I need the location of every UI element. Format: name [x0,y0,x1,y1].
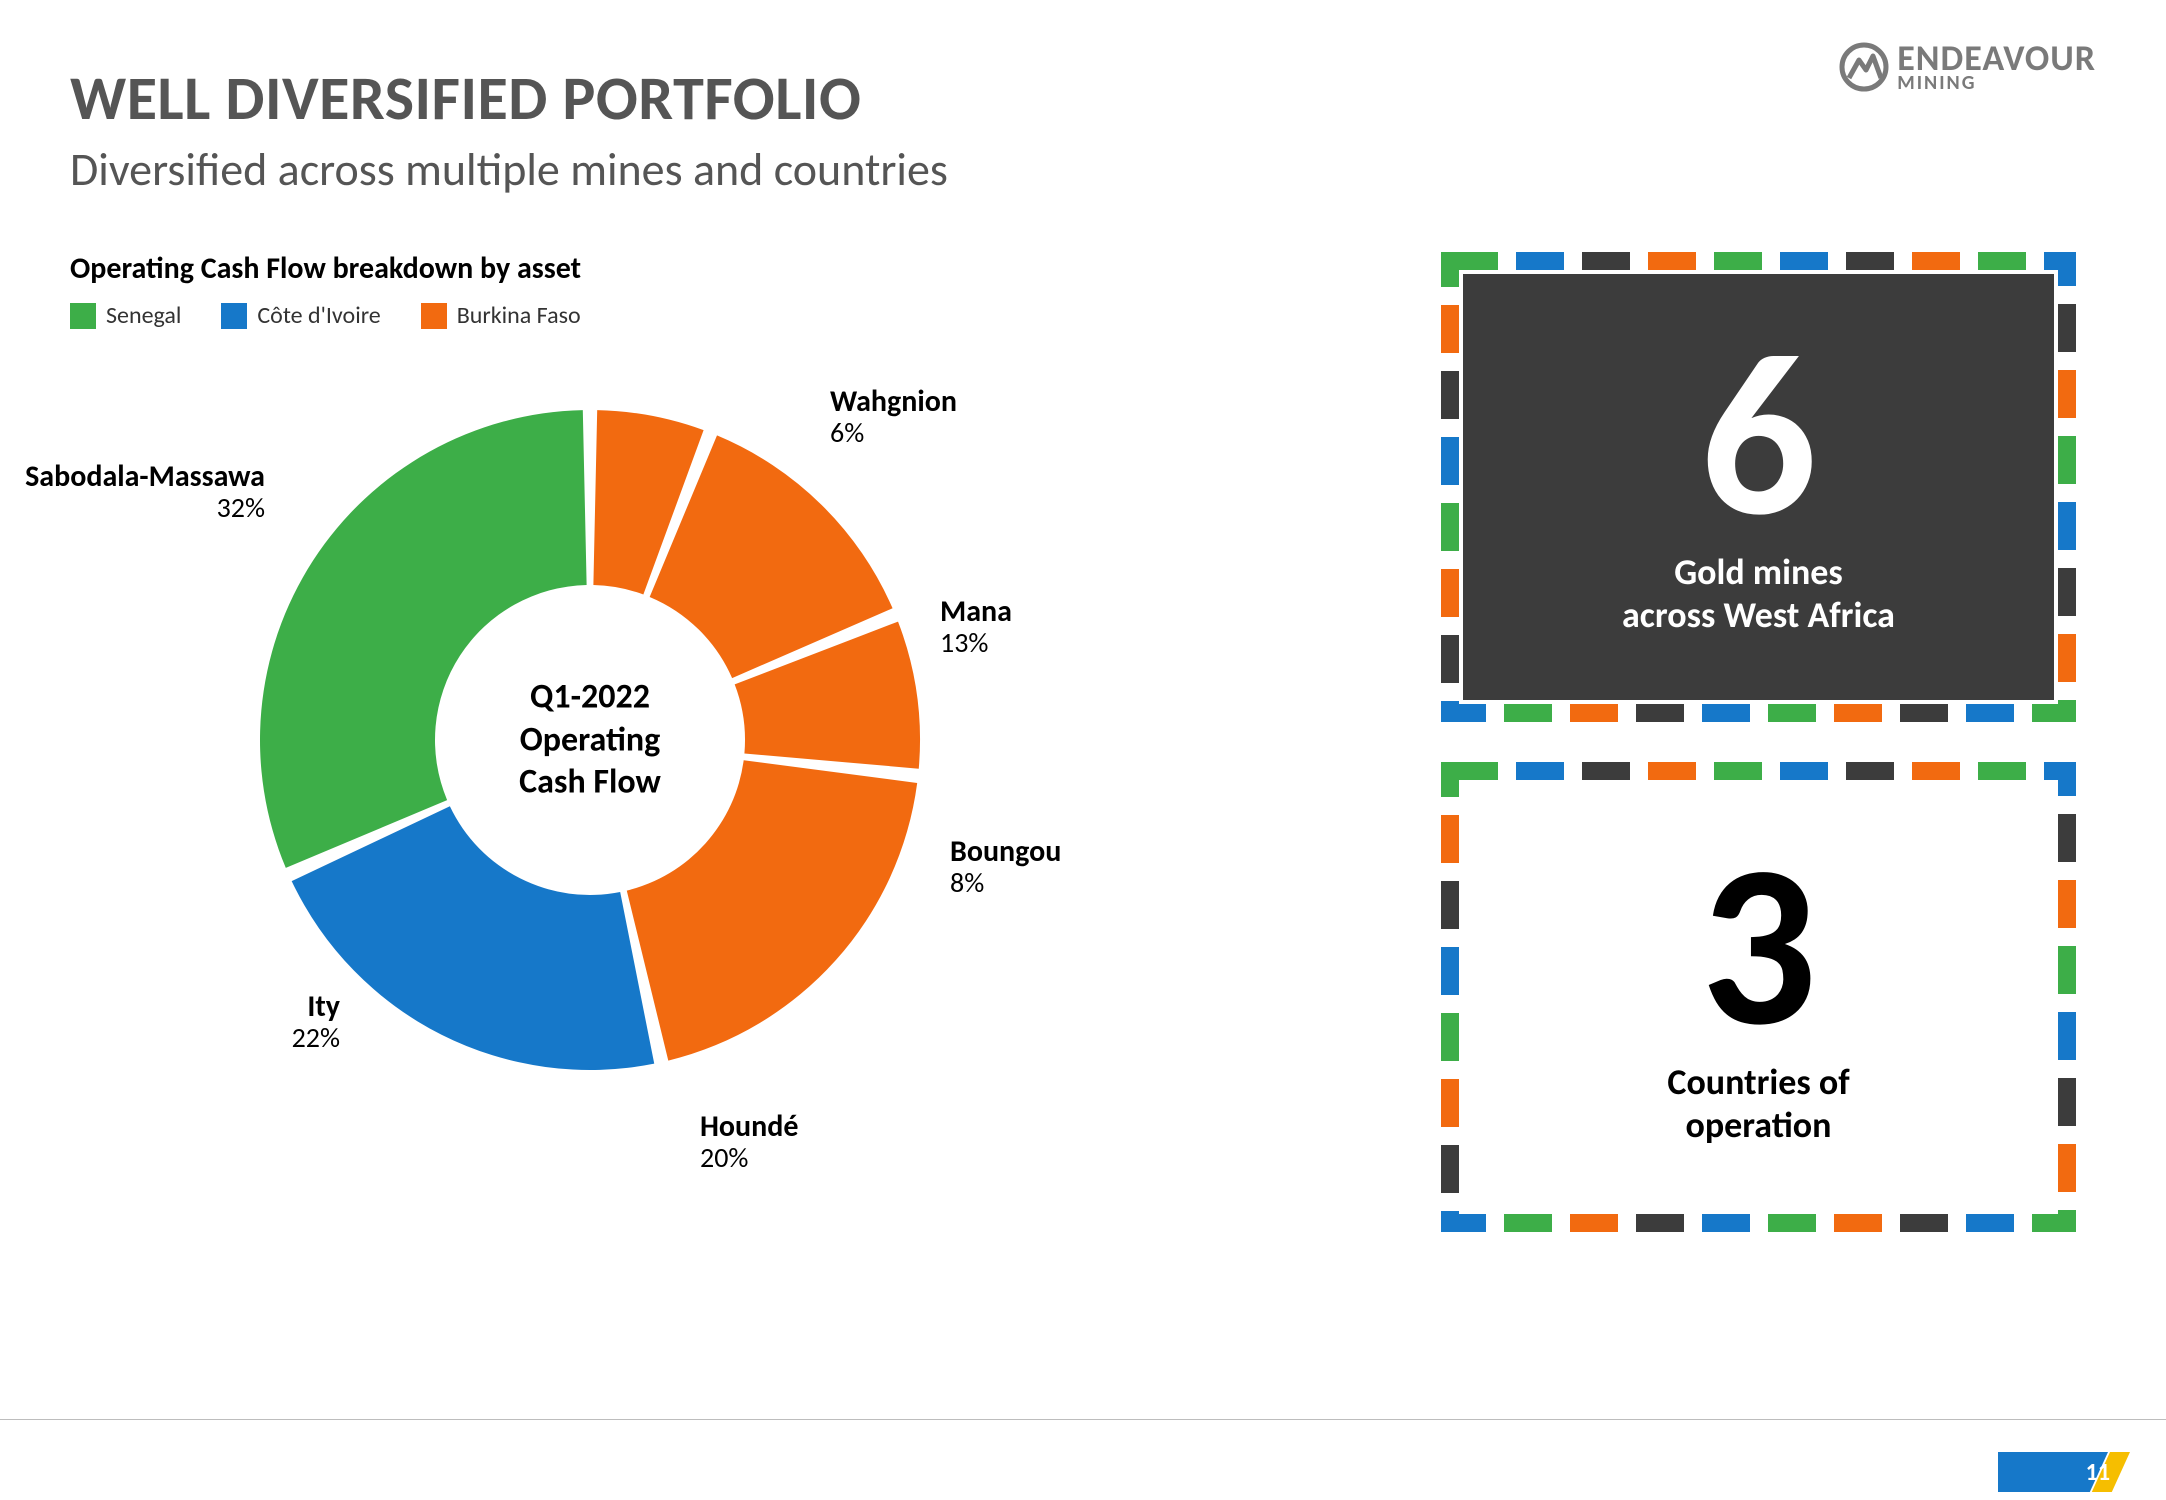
donut-center-l2: Operating [519,719,661,762]
slice-name: Boungou [950,835,1061,868]
chart-title: Operating Cash Flow breakdown by asset [70,250,1270,287]
stat-label-l1: Gold mines [1622,551,1895,594]
legend-swatch [70,303,96,329]
legend-label: Senegal [106,301,181,330]
stat-card-inner: 6 Gold minesacross West Africa [1463,274,2054,700]
slice-label: Sabodala-Massawa32% [25,460,265,524]
stat-cards: 6 Gold minesacross West Africa 3 Countries … [1441,252,2076,1232]
footer-rule [0,1419,2166,1420]
slice-percent: 20% [700,1143,798,1174]
stat-card-inner: 3 Countries ofoperation [1463,784,2054,1210]
stat-label-l2: across West Africa [1622,594,1895,637]
chart-container: Operating Cash Flow breakdown by asset S… [70,250,1270,1090]
slice-percent: 32% [25,493,265,524]
slice-name: Houndé [700,1110,798,1143]
stat-label-l1: Countries of [1667,1061,1849,1104]
brand-logo-text: ENDEAVOUR MINING [1897,42,2096,92]
page-subtitle: Diversified across multiple mines and co… [70,142,2096,198]
brand-name-line1: ENDEAVOUR [1897,42,2096,74]
chart-legend: Senegal Côte d'Ivoire Burkina Faso [70,301,1270,330]
stat-number: 6 [1700,337,1817,533]
stat-card: 6 Gold minesacross West Africa [1441,252,2076,722]
slice-label: Ity22% [292,990,340,1054]
page-number-text: 11 [2086,1458,2110,1487]
stat-label-l2: operation [1667,1104,1849,1147]
stat-card: 3 Countries ofoperation [1441,762,2076,1232]
slice-label: Boungou8% [950,835,1061,899]
donut-center-l1: Q1-2022 [519,676,661,719]
slice-label: Wahgnion6% [830,385,957,449]
legend-item: Senegal [70,301,181,330]
page-number-badge: 11 [1998,1452,2148,1492]
slice-name: Ity [292,990,340,1023]
page-title: WELL DIVERSIFIED PORTFOLIO [70,60,2096,136]
slice-percent: 8% [950,868,1061,899]
donut-center-label: Q1-2022 Operating Cash Flow [519,676,661,804]
donut-slice [292,806,655,1070]
slice-label: Mana13% [940,595,1012,659]
brand-logo: ENDEAVOUR MINING [1839,42,2096,92]
stat-label: Gold minesacross West Africa [1622,551,1895,637]
legend-label: Burkina Faso [457,301,581,330]
slice-percent: 22% [292,1023,340,1054]
slice-percent: 6% [830,418,957,449]
donut-slice [627,760,917,1060]
page-number-shape [1998,1452,2148,1492]
legend-label: Côte d'Ivoire [257,301,380,330]
stat-label: Countries ofoperation [1667,1061,1849,1147]
legend-item: Côte d'Ivoire [221,301,380,330]
brand-logo-icon [1839,42,1889,92]
donut-chart: Q1-2022 Operating Cash Flow Sabodala-Mas… [240,390,940,1090]
slice-name: Sabodala-Massawa [25,460,265,493]
legend-item: Burkina Faso [421,301,581,330]
legend-swatch [221,303,247,329]
slice-percent: 13% [940,628,1012,659]
legend-swatch [421,303,447,329]
donut-center-l3: Cash Flow [519,761,661,804]
stat-number: 3 [1700,847,1817,1043]
slice-label: Houndé20% [700,1110,798,1174]
slice-name: Mana [940,595,1012,628]
slice-name: Wahgnion [830,385,957,418]
